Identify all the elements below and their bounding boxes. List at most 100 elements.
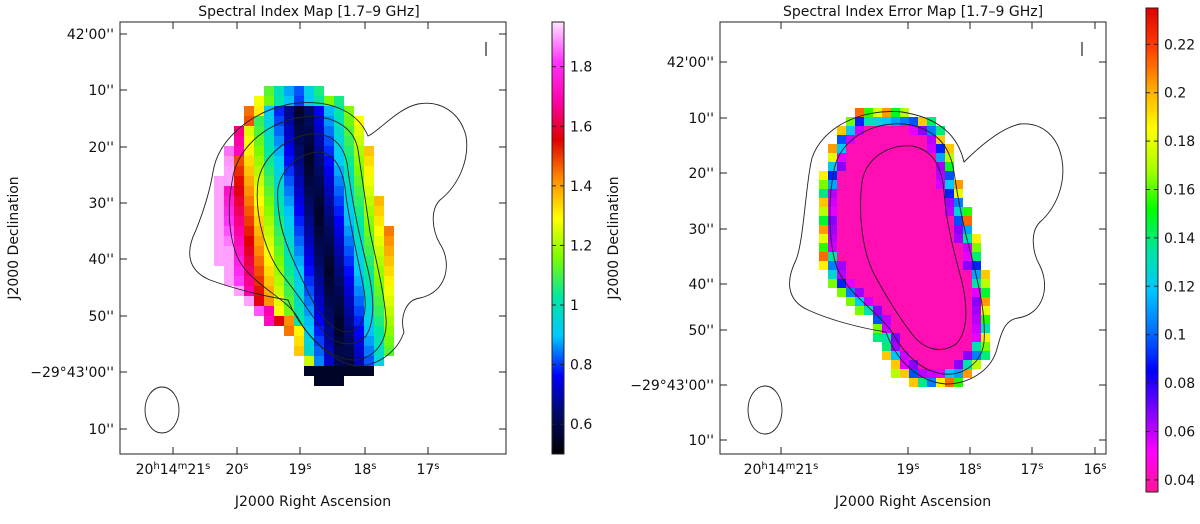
heatmap-cell: [354, 126, 364, 136]
heatmap-cell: [354, 186, 364, 196]
heatmap-cell: [900, 369, 909, 378]
heatmap-cell: [274, 196, 284, 206]
heatmap-cell: [234, 176, 244, 186]
heatmap-cell: [945, 378, 954, 387]
heatmap-cell: [954, 333, 963, 342]
heatmap-cell: [234, 236, 244, 246]
heatmap-cell: [891, 252, 900, 261]
heatmap-cell: [364, 226, 374, 236]
heatmap-cell: [837, 171, 846, 180]
heatmap-cell: [384, 226, 394, 236]
heatmap-cell: [274, 146, 284, 156]
heatmap-cell: [882, 162, 891, 171]
heatmap-cell: [846, 252, 855, 261]
x-tick-label: 17s: [416, 461, 439, 478]
heatmap-cell: [324, 206, 334, 216]
heatmap-cell: [873, 180, 882, 189]
heatmap-cell: [954, 198, 963, 207]
heatmap-cell: [304, 146, 314, 156]
heatmap-cell: [972, 252, 981, 261]
panel-spectral-index: Spectral Index Map [1.7–9 GHz] 20h14m21s…: [6, 4, 592, 510]
heatmap-cell: [828, 180, 837, 189]
heatmap-cell: [936, 252, 945, 261]
heatmap-cell: [324, 166, 334, 176]
heatmap-cell: [284, 116, 294, 126]
heatmap-cell: [900, 135, 909, 144]
heatmap-cell: [254, 256, 264, 266]
heatmap-cell: [334, 296, 344, 306]
heatmap-cell: [344, 266, 354, 276]
heatmap-cell: [981, 270, 990, 279]
y-tick-label: −29°43'00'': [30, 365, 114, 381]
heatmap-cell: [909, 333, 918, 342]
heatmap-cell: [234, 146, 244, 156]
heatmap-cell: [945, 315, 954, 324]
heatmap-cell: [334, 266, 344, 276]
heatmap-cell: [224, 176, 234, 186]
heatmap-cell: [324, 126, 334, 136]
heatmap-cell: [936, 135, 945, 144]
heatmap-cell: [882, 288, 891, 297]
heatmap-cell: [274, 316, 284, 326]
heatmap-cell: [936, 243, 945, 252]
y-tick-label: 50'': [88, 309, 114, 325]
colorbar-tick-label: 0.04: [1164, 473, 1195, 489]
heatmap-cell: [354, 276, 364, 286]
heatmap-cell: [374, 276, 384, 286]
contour-outer: [189, 102, 468, 367]
colorbar-tick-label: 0.14: [1164, 231, 1195, 247]
heatmap-cell: [334, 96, 344, 106]
heatmap-cell: [304, 176, 314, 186]
heatmap-cell: [963, 315, 972, 324]
heatmap-cell: [344, 146, 354, 156]
heatmap-cell: [891, 153, 900, 162]
heatmap-cell: [963, 252, 972, 261]
heatmap-cell: [364, 296, 374, 306]
heatmap-cell: [954, 369, 963, 378]
heatmap-cell: [264, 226, 274, 236]
heatmap-cell: [927, 360, 936, 369]
heatmap-cell: [855, 171, 864, 180]
heatmap-cell: [945, 189, 954, 198]
x-tick-label: 16s: [1083, 461, 1106, 478]
heatmap-cell: [284, 316, 294, 326]
heatmap-cell: [274, 276, 284, 286]
heatmap-cell: [254, 206, 264, 216]
heatmap-cell: [354, 156, 364, 166]
heatmap-cell: [891, 297, 900, 306]
heatmap-cell: [945, 306, 954, 315]
heatmap-cell: [344, 316, 354, 326]
heatmap-cell: [936, 360, 945, 369]
heatmap-cell: [324, 346, 334, 356]
heatmap-cell: [837, 180, 846, 189]
heatmap-cell: [254, 246, 264, 256]
heatmap-cell: [954, 252, 963, 261]
contour2-inner: [860, 145, 967, 350]
heatmap-cell: [936, 216, 945, 225]
heatmap-cell: [945, 261, 954, 270]
heatmap-cell: [900, 198, 909, 207]
heatmap-cell: [936, 333, 945, 342]
heatmap-cell: [224, 266, 234, 276]
heatmap-cell: [954, 207, 963, 216]
heatmap-cell: [864, 117, 873, 126]
heatmap-cell: [224, 256, 234, 266]
heatmap-cell: [384, 336, 394, 346]
colorbar-tick-label: 0.18: [1164, 134, 1195, 150]
heatmap-cell: [891, 315, 900, 324]
heatmap-cell: [882, 126, 891, 135]
heatmap-cell: [963, 306, 972, 315]
contour2-mid: [829, 123, 985, 375]
heatmap-cell: [882, 117, 891, 126]
colorbar-tick-label: 1.8: [570, 60, 592, 76]
heatmap-cell: [304, 256, 314, 266]
heatmap-cell: [314, 146, 324, 156]
heatmap-cell: [864, 279, 873, 288]
heatmap-cell: [963, 342, 972, 351]
heatmap-cell: [294, 246, 304, 256]
heatmap-cell: [846, 189, 855, 198]
heatmap-cell: [254, 156, 264, 166]
heatmap-cell: [828, 216, 837, 225]
heatmap-cell: [945, 369, 954, 378]
heatmap-cell: [374, 216, 384, 226]
